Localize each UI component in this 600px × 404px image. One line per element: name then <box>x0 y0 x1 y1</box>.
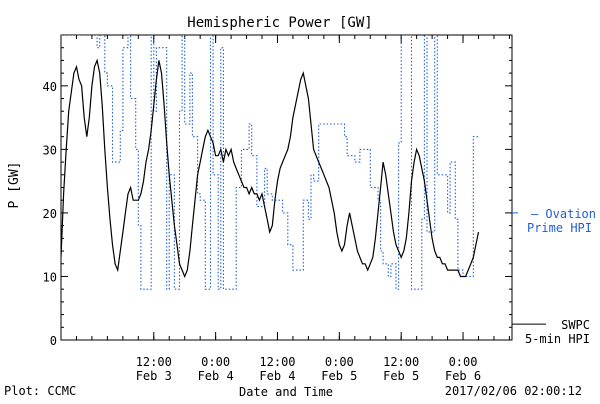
legend-swpc-line1: SWPC <box>561 318 590 332</box>
y-tick-label-30: 30 <box>43 143 57 157</box>
x-tick-date-label: Feb 5 <box>321 369 357 383</box>
series-line-swpc <box>61 58 480 279</box>
y-tick-label-10: 10 <box>43 270 57 284</box>
x-tick-time-label: 0:00 <box>325 355 354 369</box>
plot-credit: Plot: CCMC <box>4 384 77 398</box>
y-axis-label: P [GW] <box>7 162 22 209</box>
y-tick-label-40: 40 <box>43 80 57 94</box>
legend-swpc-line2: 5-min HPI <box>525 332 590 346</box>
x-tick-time-label: 0:00 <box>201 355 230 369</box>
x-tick-time-label: 12:00 <box>383 355 419 369</box>
legend-ovation-line2: Prime HPI <box>527 221 592 235</box>
chart-title: Hemispheric Power [GW] <box>187 15 372 31</box>
x-tick-date-label: Feb 4 <box>259 369 295 383</box>
y-tick-label-20: 20 <box>43 207 57 221</box>
x-tick-time-label: 12:00 <box>136 355 172 369</box>
x-tick-date-label: Feb 6 <box>445 369 481 383</box>
x-tick-date-label: Feb 5 <box>383 369 419 383</box>
series-line-ovation <box>61 35 479 290</box>
x-tick-time-label: 0:00 <box>449 355 478 369</box>
plot-timestamp: 2017/02/06 02:00:12 <box>444 384 582 398</box>
x-tick-date-label: Feb 4 <box>198 369 234 383</box>
y-tick-label-0: 0 <box>50 334 57 348</box>
x-tick-date-label: Feb 3 <box>136 369 172 383</box>
plot-frame <box>60 34 513 341</box>
x-tick-time-label: 12:00 <box>259 355 295 369</box>
x-axis-label: Date and Time <box>239 385 333 399</box>
legend-ovation-line1: — Ovation <box>531 207 596 221</box>
